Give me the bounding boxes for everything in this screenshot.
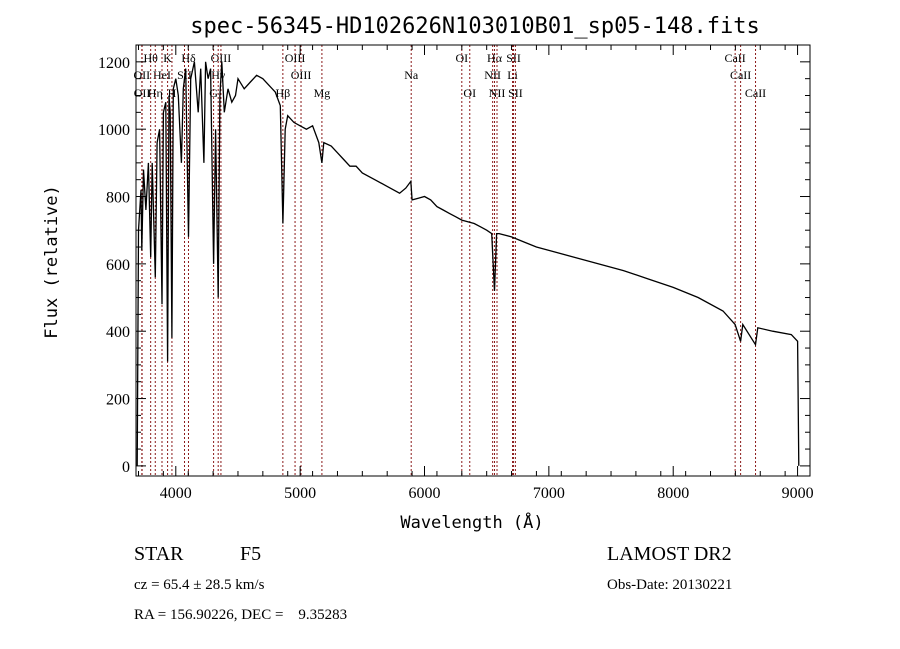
line-marker-label: OI: [455, 51, 468, 65]
x-tick-label: 8000: [657, 485, 689, 502]
line-marker-label: H: [168, 86, 177, 100]
line-marker-label: OIII: [211, 51, 232, 65]
line-marker-label: SII: [508, 86, 523, 100]
line-marker-label: Li: [507, 68, 518, 82]
x-tick-label: 5000: [284, 485, 316, 502]
y-tick-label: 600: [106, 257, 130, 274]
line-marker-label: CaII: [724, 51, 745, 65]
plot-frame: [135, 44, 811, 477]
line-marker-label: SII: [506, 51, 521, 65]
line-marker-label: Hη: [148, 86, 163, 100]
obs-date: Obs-Date: 20130221: [607, 577, 732, 593]
y-tick-label: 800: [106, 190, 130, 207]
line-marker-label: CaII: [730, 68, 751, 82]
survey-label: LAMOST DR2: [607, 543, 732, 565]
x-tick-label: 9000: [782, 485, 814, 502]
line-marker-label: Hθ: [143, 51, 158, 65]
line-marker-label: NII: [484, 68, 501, 82]
line-marker-label: OII: [134, 86, 151, 100]
line-marker-label: OIII: [291, 68, 312, 82]
line-marker-label: NII: [489, 86, 506, 100]
line-marker-label: Mg: [314, 86, 331, 100]
chart-title: spec-56345-HD102626N103010B01_sp05-148.f…: [190, 14, 760, 39]
y-tick-label: 1000: [98, 122, 130, 139]
y-axis-label: Flux (relative): [42, 185, 62, 339]
y-tick-label: 1200: [98, 55, 130, 72]
axes: 4000 5000 6000 7000 8000 9000 0 200 400 600 800 100…: [98, 44, 814, 502]
y-tick-label: 0: [122, 459, 130, 476]
x-tick-label: 7000: [533, 485, 565, 502]
line-marker-label: G: [209, 86, 218, 100]
x-tick-label: 4000: [160, 485, 192, 502]
line-marker-label: Hβ: [275, 86, 290, 100]
line-marker-label: OI: [463, 86, 476, 100]
line-marker-label: CaII: [745, 86, 766, 100]
y-tick-label: 400: [106, 324, 130, 341]
line-marker-label: K: [163, 51, 172, 65]
spectrum-line: [136, 61, 800, 466]
y-tick-label: 200: [106, 392, 130, 409]
spectrum-series: [136, 61, 800, 466]
line-marker-label: Na: [404, 68, 419, 82]
line-marker-label: HeI: [153, 68, 171, 82]
object-class: STAR: [134, 543, 184, 565]
x-axis-label: Wavelength (Å): [400, 511, 543, 533]
line-marker-label: Hα: [487, 51, 503, 65]
coordinates: RA = 156.90226, DEC = 9.35283: [134, 607, 347, 623]
x-tick-label: 6000: [409, 485, 441, 502]
line-marker-label: OIII: [285, 51, 306, 65]
redshift-text: cz = 65.4 ± 28.5 km/s: [134, 577, 265, 593]
subclass: F5: [240, 543, 261, 565]
